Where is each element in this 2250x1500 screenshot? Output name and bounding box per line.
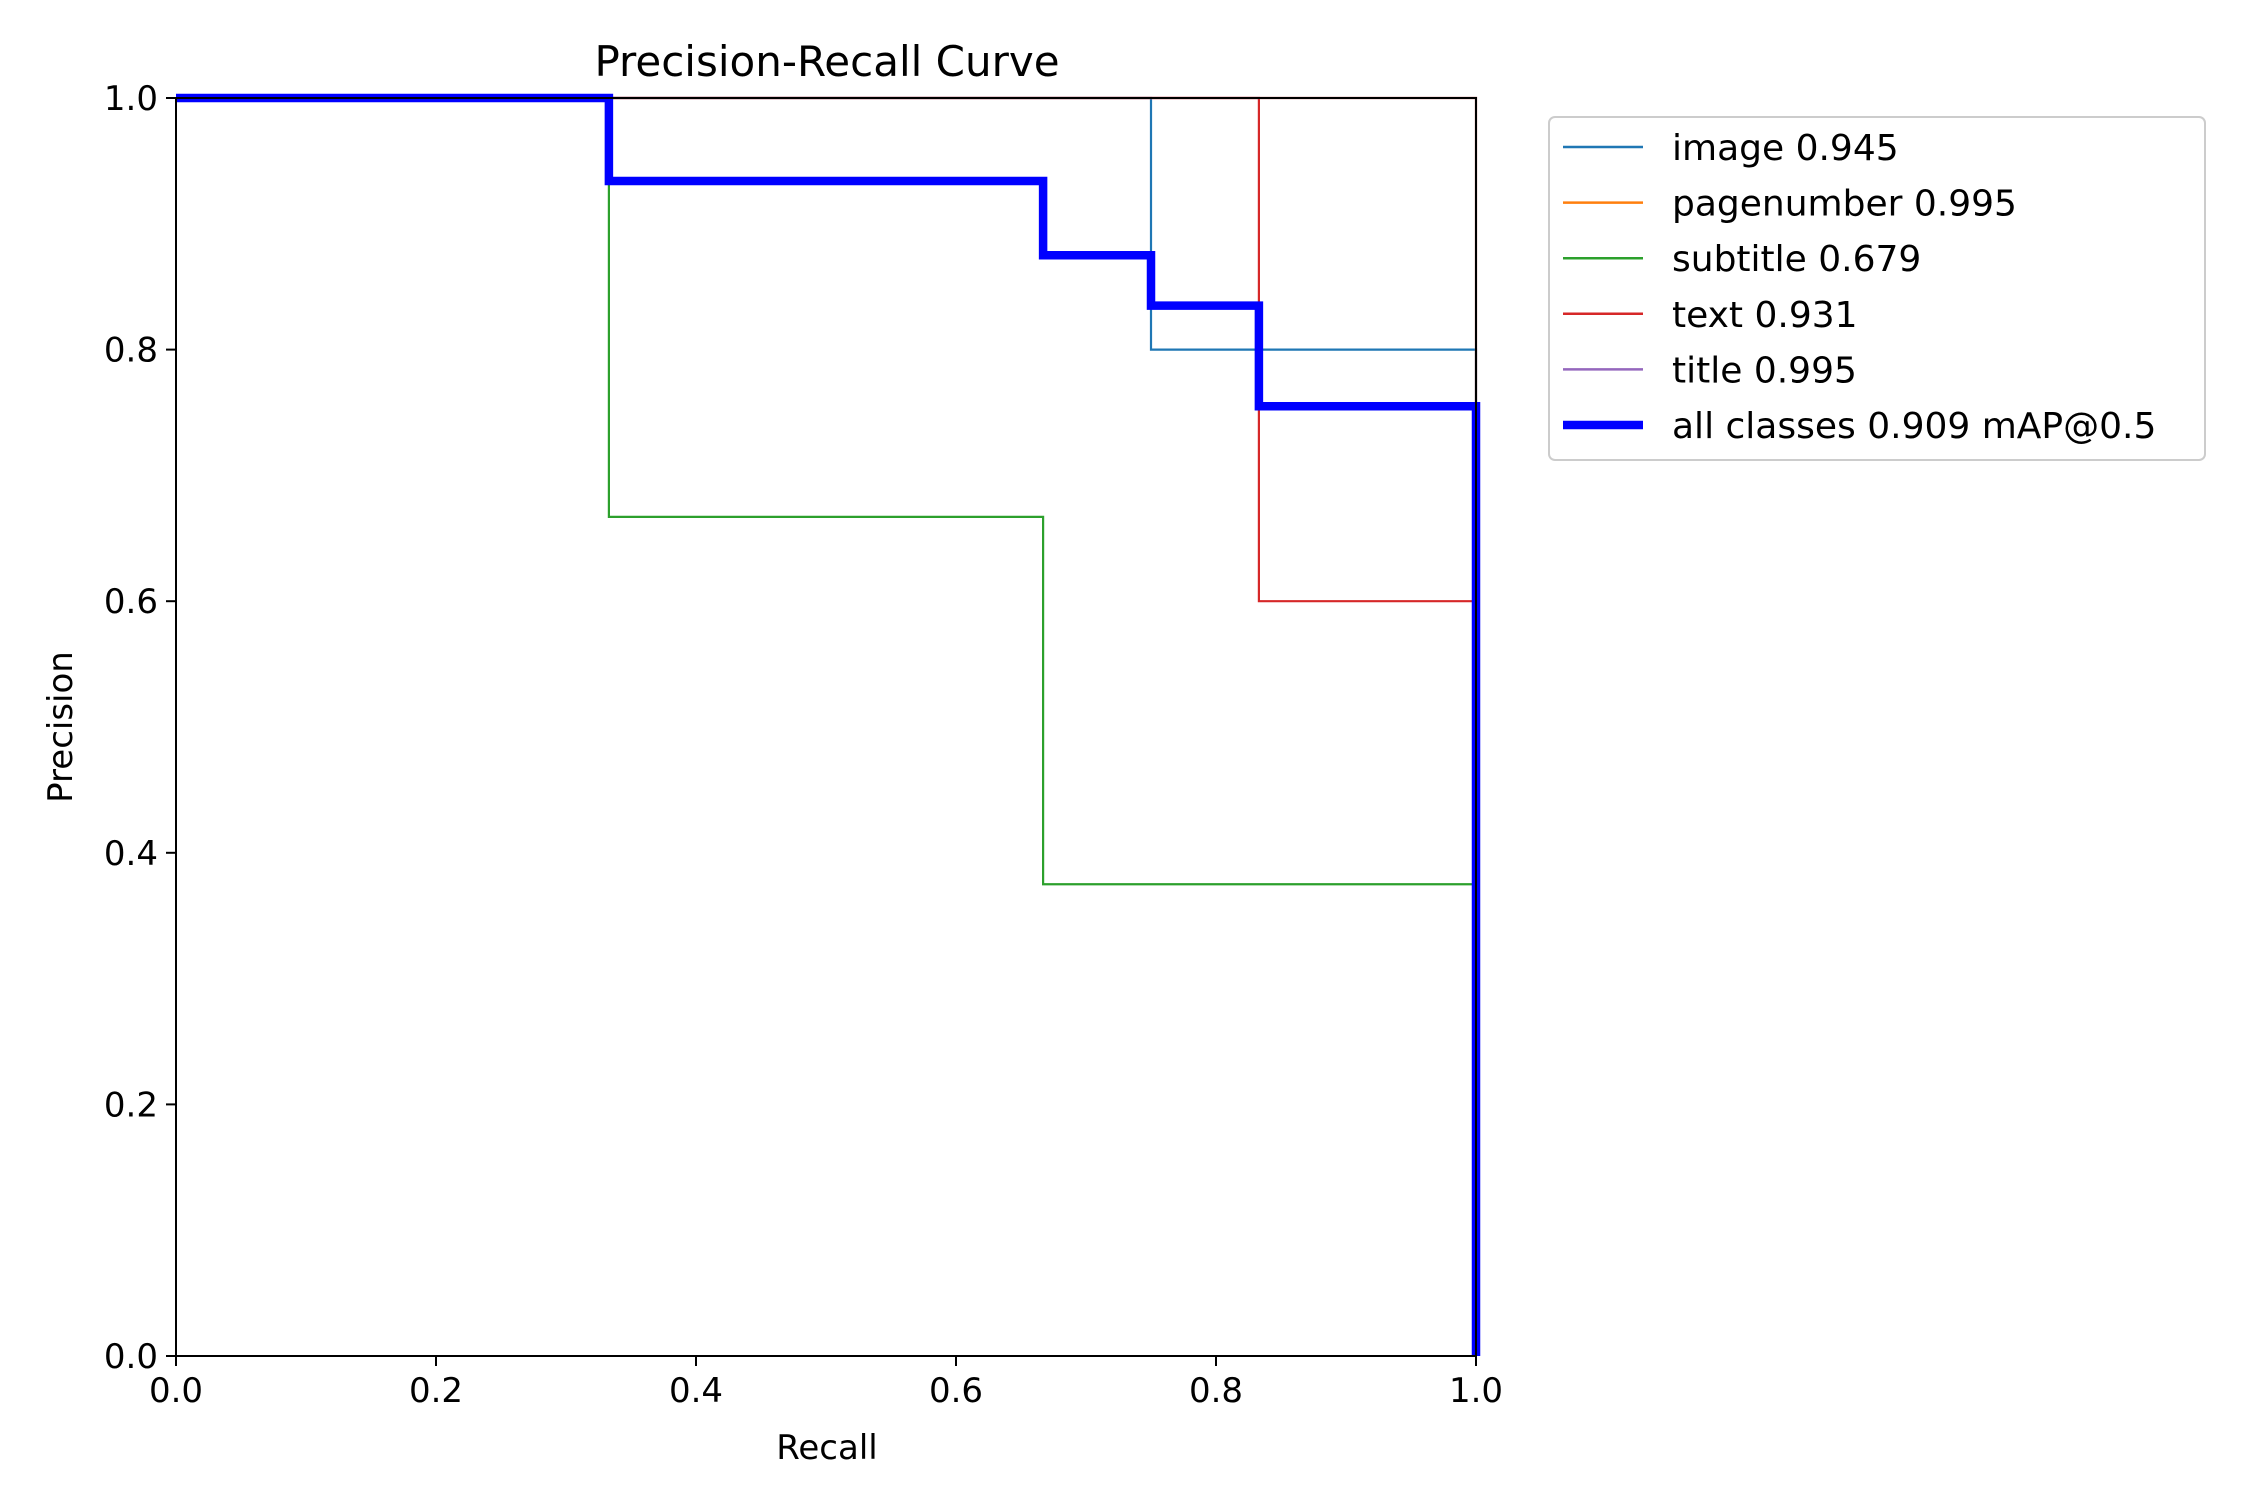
chart-title: Precision-Recall Curve (594, 37, 1059, 86)
series-line-5 (176, 93, 1481, 1356)
y-axis-title: Precision (41, 651, 81, 803)
x-axis-title: Recall (776, 1428, 877, 1468)
legend-label-5: all classes 0.909 mAP@0.5 (1672, 406, 2156, 447)
legend-items: image 0.945 pagenumber 0.995 subtitle 0.67… (1563, 128, 2156, 447)
y-tick-label: 0.8 (104, 331, 158, 371)
y-tick-label: 0.2 (104, 1085, 158, 1125)
x-tick-label: 1.0 (1449, 1371, 1503, 1411)
x-tick-label: 0.8 (1189, 1371, 1243, 1411)
y-tick-label: 1.0 (104, 79, 158, 119)
y-tick-label: 0.0 (104, 1337, 158, 1377)
x-tick-label: 0.4 (669, 1371, 723, 1411)
x-tick-label: 0.2 (409, 1371, 463, 1411)
x-tick-label: 0.0 (149, 1371, 203, 1411)
x-axis-ticks: 0.0 0.2 0.4 0.6 0.8 1.0 (149, 1356, 1503, 1411)
y-axis-ticks: 0.0 0.2 0.4 0.6 0.8 1.0 (104, 79, 176, 1377)
legend-label-3: text 0.931 (1672, 295, 1858, 336)
legend-label-2: subtitle 0.679 (1672, 239, 1921, 280)
legend-label-0: image 0.945 (1672, 128, 1899, 169)
y-tick-label: 0.4 (104, 834, 158, 874)
legend-label-1: pagenumber 0.995 (1672, 184, 2017, 225)
legend-label-4: title 0.995 (1672, 350, 1857, 391)
legend-frame (1548, 116, 2206, 461)
legend: image 0.945 pagenumber 0.995 subtitle 0.67… (1548, 116, 2206, 461)
y-tick-label: 0.6 (104, 582, 158, 622)
plot-frame (175, 97, 1477, 1357)
x-tick-label: 0.6 (929, 1371, 983, 1411)
